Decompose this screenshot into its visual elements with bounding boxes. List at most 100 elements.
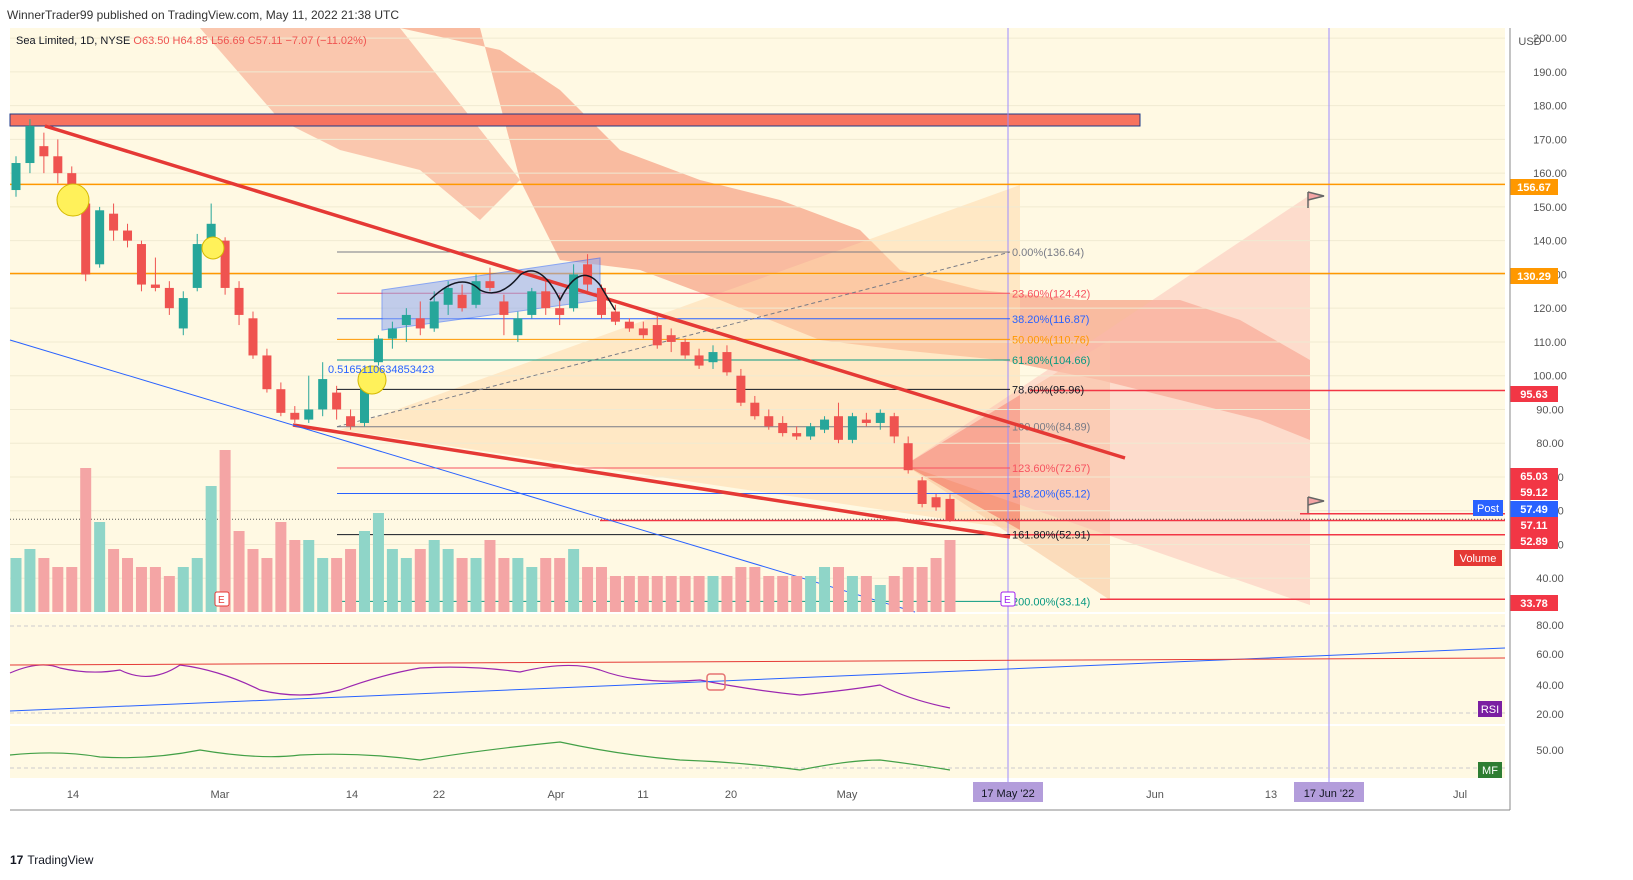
- price-label-box: [1510, 468, 1558, 484]
- earnings-marker-label: E: [218, 595, 225, 606]
- candle-body: [220, 240, 230, 288]
- y-axis-tick: 140.00: [1533, 236, 1567, 248]
- symbol-info-part: −7.07 (−11.02%): [285, 35, 366, 47]
- volume-bar: [540, 558, 552, 612]
- candle-body: [708, 352, 718, 363]
- price-label: 33.78: [1520, 598, 1548, 610]
- candle-body: [401, 314, 411, 326]
- footer-bar: 17 TradingView: [0, 845, 1633, 875]
- volume-bar: [763, 576, 775, 612]
- y-axis-tick: 110.00: [1534, 337, 1567, 349]
- candle-body: [123, 230, 133, 241]
- tradingview-logo[interactable]: 17 TradingView: [10, 853, 93, 867]
- volume-bar: [331, 558, 343, 612]
- highlight-circle: [357, 365, 387, 395]
- volume-bar: [832, 567, 844, 612]
- candle-body: [276, 389, 286, 413]
- volume-bar: [805, 576, 817, 612]
- volume-bar: [609, 576, 621, 612]
- x-axis-tick: 14: [346, 789, 358, 801]
- volume-bar: [24, 549, 36, 612]
- volume-bar: [944, 540, 956, 612]
- price-label-box: [1510, 501, 1558, 517]
- x-axis-tick: Jun: [1146, 789, 1164, 801]
- price-label: 59.12: [1520, 487, 1548, 499]
- candle-body: [471, 281, 481, 305]
- price-label-box: [1510, 268, 1558, 284]
- volume-bar: [846, 576, 858, 612]
- volume-bar: [484, 540, 496, 612]
- volume-bar: [135, 567, 147, 612]
- fib-label: 0.00%(136.64): [1012, 247, 1084, 259]
- candle-body: [555, 308, 565, 315]
- volume-bar: [777, 576, 789, 612]
- candle-body: [499, 301, 509, 315]
- volume-bar: [651, 576, 663, 612]
- candle-body: [178, 298, 188, 329]
- volume-bar: [916, 567, 928, 612]
- volume-bar: [345, 549, 357, 612]
- candle-body: [778, 422, 788, 434]
- volume-bar: [38, 558, 50, 612]
- candle-body: [164, 287, 174, 309]
- mf-pane-bg: [10, 726, 1505, 778]
- price-label: 52.89: [1520, 536, 1548, 548]
- volume-bar: [10, 558, 22, 612]
- candle-body: [931, 497, 941, 508]
- candle-body: [262, 355, 272, 390]
- candle-body: [917, 480, 927, 504]
- volume-bar: [191, 558, 203, 612]
- price-label-box: [1510, 386, 1558, 402]
- ichimoku-cloud: [400, 28, 1310, 440]
- price-label: 57.11: [1521, 520, 1548, 532]
- candle-body: [415, 318, 425, 329]
- symbol-info-part: H64.85: [173, 35, 212, 47]
- candle-body: [373, 338, 383, 363]
- rsi-trendline-blue: [9, 647, 1506, 712]
- date-highlight-label: 17 Jun '22: [1304, 788, 1354, 800]
- volume-bar: [275, 522, 287, 612]
- symbol-info: Sea Limited, 1D, NYSE O63.50 H64.85 L56.…: [16, 35, 367, 47]
- candle-body: [527, 291, 537, 315]
- candle-body: [25, 125, 35, 164]
- candle-body: [81, 203, 91, 275]
- volume-bar: [791, 576, 803, 612]
- fib-label: 123.60%(72.67): [1012, 463, 1090, 475]
- candle-body: [945, 498, 955, 521]
- price-label-box: [1510, 179, 1558, 195]
- y-axis-tick: 160.00: [1533, 168, 1567, 180]
- x-axis-tick: 20: [725, 789, 737, 801]
- volume-bar: [94, 522, 106, 612]
- volume-bar: [888, 576, 900, 612]
- rsi-pane-bg: [10, 614, 1505, 724]
- rsi-badge: [1478, 701, 1502, 717]
- candle-body: [429, 301, 439, 329]
- publisher-text: WinnerTrader99 published on TradingView.…: [7, 8, 399, 22]
- highlight-circle: [201, 236, 225, 260]
- volume-bar: [205, 486, 217, 612]
- volume-bar: [707, 576, 719, 612]
- volume-bar: [721, 576, 733, 612]
- date-highlight-label: 17 May '22: [981, 788, 1034, 800]
- volume-bar: [456, 558, 468, 612]
- candle-body: [764, 416, 774, 427]
- volume-bar: [149, 567, 161, 612]
- volume-bar: [80, 468, 92, 612]
- candle-body: [485, 281, 495, 288]
- support-trendline: [9, 339, 916, 613]
- highlight-circle: [56, 183, 90, 217]
- candle-body: [332, 392, 342, 410]
- volume-bar: [749, 567, 761, 612]
- candle-body: [234, 287, 244, 315]
- y-axis-tick: 90.00: [1536, 404, 1564, 416]
- candle-body: [680, 341, 690, 356]
- candle-body: [346, 416, 356, 427]
- volume-bar: [470, 558, 482, 612]
- candle-body: [206, 223, 216, 245]
- candle-body: [833, 416, 843, 440]
- candle-body: [304, 409, 314, 420]
- symbol-info-part: C57.11: [248, 35, 286, 47]
- volume-bar: [177, 567, 189, 612]
